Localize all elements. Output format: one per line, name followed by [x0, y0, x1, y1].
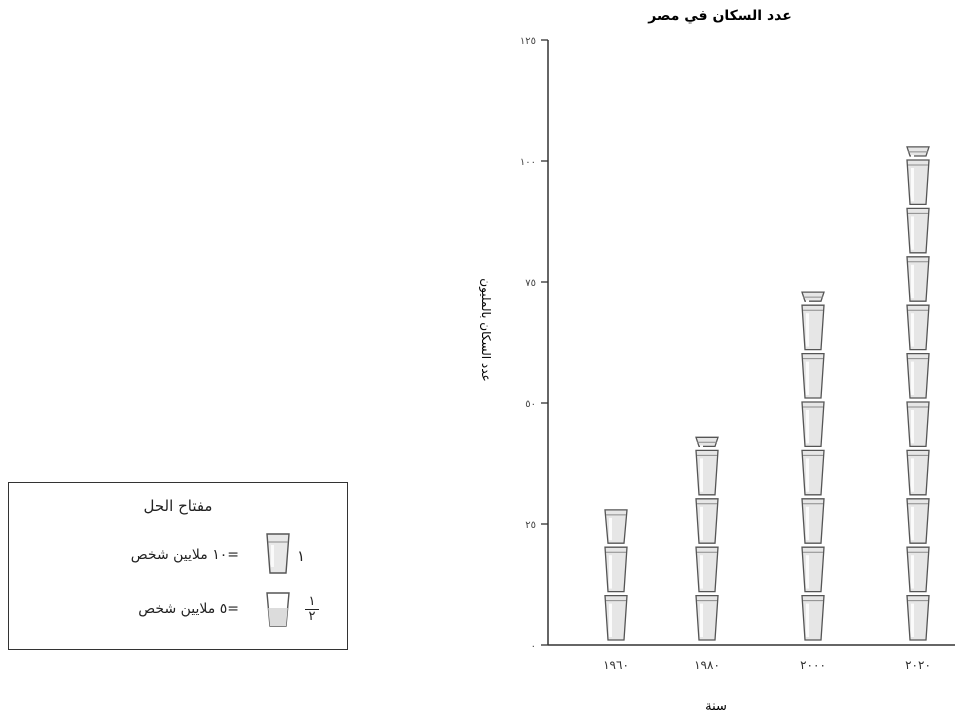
- y-tick-label: ٠: [531, 641, 536, 652]
- y-tick-label: ٧٥: [525, 278, 536, 289]
- glass-icon: [695, 498, 719, 544]
- glass-icon: [695, 594, 719, 641]
- glass-icon: [906, 304, 930, 351]
- legend-row-full: ١ =١٠ ملايين شخص: [9, 531, 347, 583]
- glass-icon: [906, 352, 930, 399]
- legend-count-full: ١: [297, 547, 306, 565]
- x-axis-label: سنة: [705, 699, 727, 714]
- glass-icon: [801, 594, 825, 641]
- glass-icon: [604, 546, 628, 593]
- legend-title: مفتاح الحل: [143, 497, 213, 515]
- glass-icon: [801, 498, 825, 544]
- y-tick-label: ٢٥: [525, 520, 536, 531]
- glass-icon: [695, 546, 719, 593]
- x-tick-label: ٢٠٢٠: [905, 658, 931, 672]
- glass-icon: [906, 159, 930, 206]
- legend-box: مفتاح الحل ١ =١٠ ملايين شخص ١ ٢ =٥ ملايي…: [8, 482, 348, 650]
- legend-text-half: =٥ ملايين شخص: [138, 601, 239, 617]
- glass-icon: [906, 594, 930, 641]
- legend-fraction: ١ ٢: [305, 595, 319, 624]
- legend-fraction-numerator: ١: [305, 595, 319, 610]
- half-glass-icon: [906, 146, 930, 157]
- chart-title: عدد السكان في مصر: [647, 8, 792, 24]
- glass-icon: [801, 401, 825, 448]
- glass-icon: [906, 401, 930, 448]
- glass-icon: [801, 449, 825, 496]
- legend-text-full: =١٠ ملايين شخص: [130, 547, 239, 563]
- legend-fraction-denominator: ٢: [308, 609, 316, 624]
- half-glass-icon: [695, 436, 719, 448]
- glass-icon: [906, 207, 930, 254]
- glass-icon: [906, 449, 930, 496]
- glass-icon: [604, 594, 628, 641]
- x-tick-label: ٢٠٠٠: [800, 658, 826, 672]
- glass-icon: [801, 304, 825, 351]
- x-tick-label: ١٩٦٠: [603, 658, 629, 672]
- y-tick-label: ١٠٠: [520, 157, 536, 168]
- glass-icon: [801, 546, 825, 593]
- glass-icon: [801, 352, 825, 399]
- glass-icon: [266, 533, 290, 574]
- y-tick-label: ١٢٥: [520, 36, 536, 47]
- y-tick-label: ٥٠: [525, 399, 536, 410]
- half-glass-icon: [604, 509, 628, 544]
- half-glass-icon: [266, 592, 290, 627]
- x-tick-label: ١٩٨٠: [694, 658, 720, 672]
- glass-icon: [906, 256, 930, 302]
- half-glass-icon: [801, 291, 825, 303]
- glass-icon: [906, 498, 930, 544]
- glass-icon: [906, 546, 930, 593]
- glass-icon: [695, 449, 719, 496]
- y-axis-label: عدد السكان بالمليون: [478, 278, 493, 381]
- legend-row-half: ١ ٢ =٥ ملايين شخص: [9, 589, 347, 641]
